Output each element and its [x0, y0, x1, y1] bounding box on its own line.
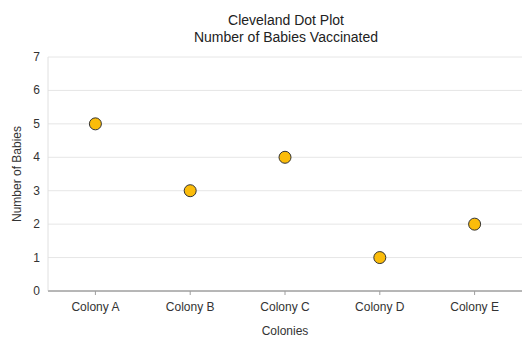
- x-tick-label: Colony A: [71, 300, 119, 314]
- subtitle: Number of Babies Vaccinated: [194, 29, 378, 45]
- grid-line: [48, 224, 522, 225]
- grid-line: [48, 190, 522, 191]
- data-marks: [89, 118, 480, 264]
- y-tick-label: 4: [33, 150, 40, 164]
- grid-line: [48, 257, 522, 258]
- y-tick-label: 1: [33, 251, 40, 265]
- x-tick-label: Colony E: [450, 300, 499, 314]
- x-tick: [285, 291, 286, 295]
- x-tick: [190, 291, 191, 295]
- y-tick-label: 7: [33, 50, 40, 64]
- title: Cleveland Dot Plot: [228, 12, 344, 28]
- grid-line: [48, 123, 522, 124]
- x-tick-label: Colony D: [355, 300, 405, 314]
- y-tick-label: 0: [33, 284, 40, 298]
- y-axis-label: Number of Babies: [10, 126, 24, 222]
- dot: [469, 218, 481, 230]
- x-axis-label: Colonies: [262, 324, 309, 338]
- dot: [184, 185, 196, 197]
- y-axis-line: [48, 57, 49, 291]
- x-tick: [379, 291, 380, 295]
- y-tick-label: 3: [33, 184, 40, 198]
- x-tick: [474, 291, 475, 295]
- dot: [89, 118, 101, 130]
- dot: [279, 151, 291, 163]
- grid-line: [48, 57, 522, 58]
- x-tick-label: Colony B: [166, 300, 215, 314]
- chart-container: Cleveland Dot PlotNumber of Babies Vacci…: [0, 0, 532, 355]
- y-tick-label: 2: [33, 217, 40, 231]
- dot: [374, 252, 386, 264]
- grid: [48, 57, 522, 291]
- y-tick-label: 6: [33, 83, 40, 97]
- y-tick-label: 5: [33, 117, 40, 131]
- x-tick-label: Colony C: [260, 300, 310, 314]
- x-tick: [95, 291, 96, 295]
- chart-svg: Cleveland Dot PlotNumber of Babies Vacci…: [0, 0, 532, 355]
- grid-line: [48, 90, 522, 91]
